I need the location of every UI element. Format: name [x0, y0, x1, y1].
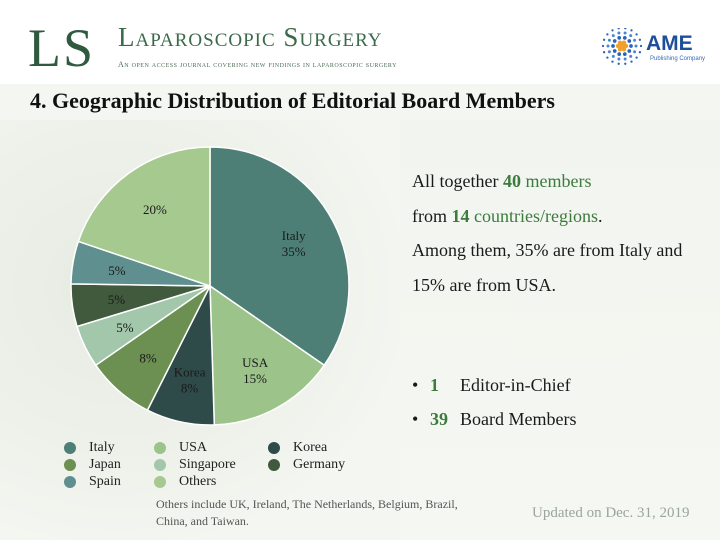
list-item: • 39 Board Members [412, 402, 576, 436]
legend-swatch [64, 476, 76, 488]
legend-item-korea: Korea [268, 440, 327, 456]
summary-text: All together 40 members from 14 countrie… [412, 164, 702, 302]
others-note: Others include UK, Ireland, The Netherla… [156, 497, 458, 528]
publisher-name: AME [646, 32, 693, 55]
legend-label: Spain [89, 474, 121, 489]
legend-item-usa: USA [154, 440, 207, 456]
legend-swatch [268, 442, 280, 454]
legend-swatch [64, 442, 76, 454]
legend-item-others: Others [154, 474, 216, 490]
journal-title: Laparoscopic Surgery [118, 22, 383, 52]
legend-item-spain: Spain [64, 474, 121, 490]
legend-item-singapore: Singapore [154, 457, 236, 473]
pie-slice-usa [209, 284, 326, 426]
slice-label-spain: 5% [108, 263, 126, 278]
summary-period: . [597, 205, 603, 226]
summary-from: from [412, 205, 452, 226]
header-banner: LS Laparoscopic Surgery An open access j… [0, 0, 720, 84]
slice-label-others: 20% [143, 202, 167, 217]
slice-label-japan: 8% [139, 350, 157, 365]
slice-label-germany: 5% [108, 292, 126, 307]
countries-count: 14 [451, 205, 470, 226]
legend-item-italy: Italy [64, 440, 115, 456]
legend-swatch [268, 459, 280, 471]
updated-date: Updated on Dec. 31, 2019 [532, 505, 690, 521]
legend-label: Korea [293, 440, 328, 455]
legend-swatch [154, 442, 166, 454]
legend-label: USA [179, 440, 208, 455]
journal-logo: LS [28, 18, 96, 78]
summary-rest: Among them, 35% are from Italy and 15% a… [412, 240, 683, 295]
legend-item-germany: Germany [268, 457, 345, 473]
legend-swatch [154, 476, 166, 488]
bullet-icon: • [412, 375, 419, 395]
pie-slice-italy [209, 146, 350, 367]
bullet-number: 1 [430, 375, 439, 395]
legend-label: Others [179, 474, 217, 489]
bullet-number: 39 [430, 409, 448, 429]
publisher-subtitle: Publishing Company [650, 56, 706, 62]
pie-slice-others [77, 146, 211, 288]
pie-chart: Italy 35% USA 15% Korea 8% 8% 5% 5% 5% 20% [70, 146, 350, 426]
list-item: • 1 Editor-in-Chief [412, 368, 576, 402]
slice-label-usa: USA 15% [242, 355, 269, 386]
legend-label: Germany [293, 457, 346, 472]
members-count: 40 [502, 171, 521, 191]
legend-label: Singapore [179, 457, 236, 472]
slice-label-singapore: 5% [116, 320, 133, 335]
legend-label: Italy [89, 440, 115, 455]
bullet-icon: • [412, 409, 419, 429]
legend-label: Japan [89, 457, 121, 472]
legend-item-japan: Japan [64, 457, 121, 473]
section-title: 4. Geographic Distribution of Editorial … [30, 88, 555, 113]
summary-prefix: All together [412, 171, 503, 191]
ame-globe-icon [602, 28, 643, 65]
legend-swatch [64, 459, 76, 471]
bullet-label: Board Members [460, 409, 577, 429]
legend-swatch [154, 459, 166, 471]
journal-subtitle: An open access journal covering new find… [118, 60, 397, 69]
slice-label-italy: Italy 35% [282, 228, 306, 259]
bullet-label: Editor-in-Chief [460, 375, 571, 395]
slice-label-korea: Korea 8% [174, 364, 206, 395]
countries-word: countries/regions [474, 205, 598, 226]
members-word: members [525, 171, 592, 191]
board-composition-list: • 1 Editor-in-Chief • 39 Board Members [412, 368, 576, 436]
background-panel [400, 120, 720, 540]
